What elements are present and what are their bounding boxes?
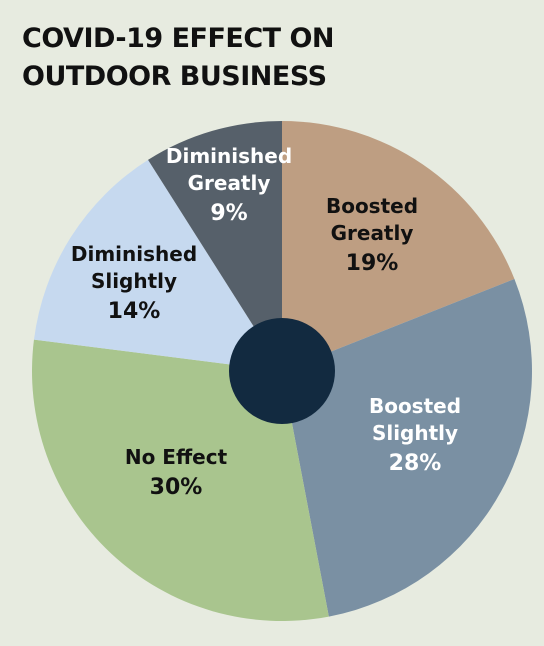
chart-title: COVID-19 EFFECT ON OUTDOOR BUSINESS (22, 20, 422, 96)
pie-labels: Boosted Greatly 19% Boosted Slightly 28% No Ef… (71, 144, 461, 500)
pie-slice-percent: 19% (346, 251, 399, 276)
pie-slice-label: Diminished Greatly 9% (166, 144, 292, 226)
pie-slice-label: Diminished Slightly 14% (71, 242, 197, 324)
chart-title-line-1: COVID-19 EFFECT ON (22, 23, 335, 54)
pie-slice-percent: 30% (150, 475, 203, 500)
pie-slice-percent: 14% (108, 299, 161, 324)
pie-slice-label: Boosted Greatly 19% (326, 194, 418, 276)
pie-center-hole (229, 318, 335, 424)
pie-slices (31, 121, 532, 621)
chart-title-line-2: OUTDOOR BUSINESS (22, 61, 327, 92)
pie-slice (282, 278, 532, 617)
pie-slice-label: Boosted Slightly 28% (369, 394, 461, 476)
pie-slice (148, 121, 282, 371)
pie-slice (282, 121, 515, 371)
pie-slice-label: No Effect 30% (125, 445, 228, 500)
pie-slice-percent: 28% (389, 451, 442, 476)
pie-slice-percent: 9% (210, 201, 247, 226)
pie-slice (33, 159, 282, 371)
